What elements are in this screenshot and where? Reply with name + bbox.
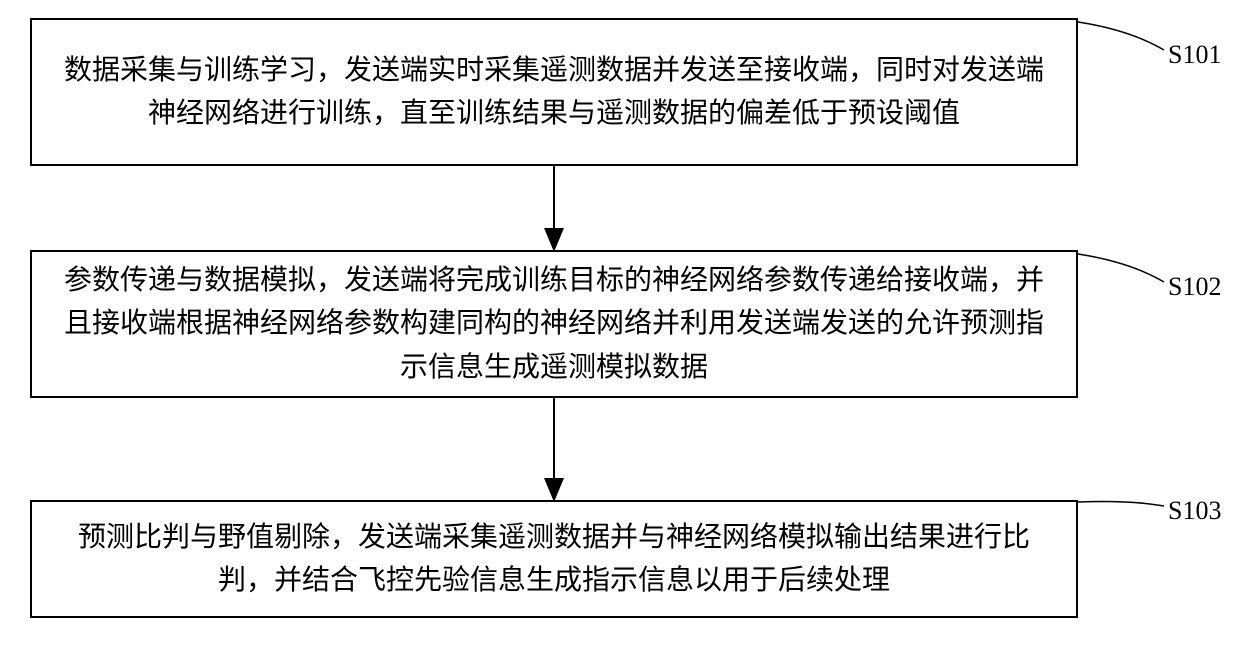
leader-line-s103 (0, 0, 1240, 660)
